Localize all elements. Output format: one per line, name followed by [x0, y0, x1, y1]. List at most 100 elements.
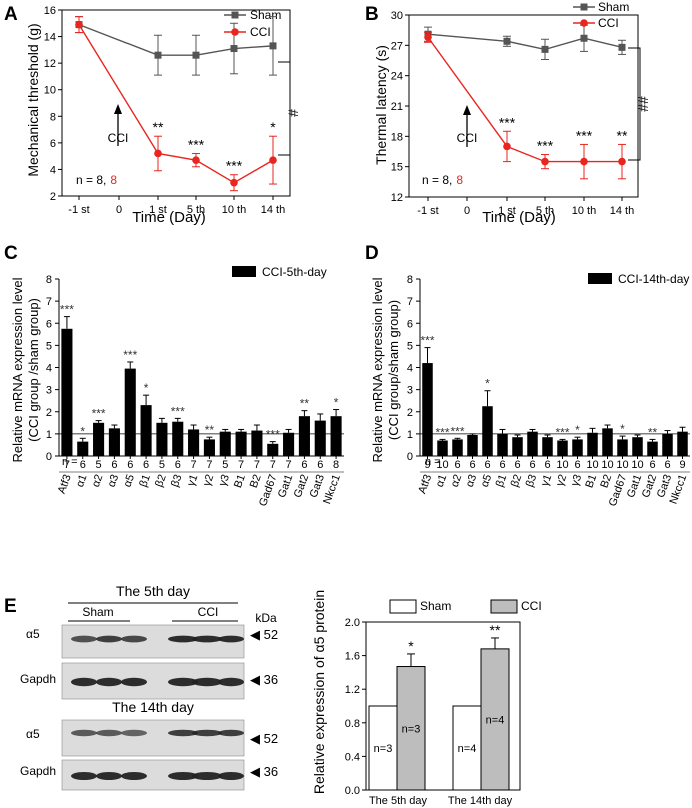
bar: [557, 440, 568, 456]
e-significance-mark: **: [490, 622, 501, 638]
legend-swatch: [588, 273, 612, 284]
n-value: 10: [586, 459, 598, 471]
data-point-cci: [75, 20, 83, 29]
row-label-gapdh: Gapdh: [20, 672, 56, 686]
data-point-sham: [541, 45, 549, 53]
e-legend-swatch-sham: [389, 599, 417, 614]
x-tick-label: 1 st: [498, 205, 516, 217]
e-y-tick-label: 1.2: [345, 684, 360, 696]
y-tick-label: 4: [46, 363, 52, 375]
data-point-cci: [154, 149, 162, 158]
e-y-tick-label: 0.0: [345, 785, 360, 797]
data-point-cci: [618, 157, 626, 166]
blot-band: [192, 635, 222, 643]
n-value: 8: [333, 459, 339, 471]
significance-mark: ***: [226, 158, 243, 174]
y-tick-label: 21: [391, 101, 403, 113]
x-tick-label: 0: [464, 205, 470, 217]
n-value: 9: [679, 459, 685, 471]
panel-a: A Mechanical threshold (g) Time (Day) Sh…: [4, 4, 301, 226]
n-value: 6: [469, 459, 475, 471]
bracket-label: #: [285, 109, 301, 117]
y-tick-label: 0: [46, 451, 52, 463]
significance-mark: ***: [188, 136, 205, 152]
category-label: Atf3: [56, 473, 74, 496]
n-value: 6: [143, 459, 149, 471]
category-label: γ1: [539, 473, 554, 488]
e-plot-frame: [365, 621, 521, 791]
x-tick-label: 14 th: [261, 204, 285, 216]
blot-band: [96, 729, 122, 737]
panel-d: D Relative mRNA expression level (CCI gr…: [365, 243, 690, 508]
y-tick-label: 5: [46, 340, 52, 352]
mw-alpha5: ◀ 52: [250, 627, 278, 642]
significance-mark: ***: [555, 425, 569, 439]
e-y-axis-label: Relative expression of α5 protein: [311, 590, 327, 794]
data-point-cci: [580, 157, 588, 166]
n-label: n = 8, 8: [76, 173, 117, 187]
mw-alpha5: ◀ 52: [250, 731, 278, 746]
y-tick-label: 8: [46, 274, 52, 286]
n-value: 6: [175, 459, 181, 471]
y-tick-label: 18: [391, 131, 403, 143]
category-label: γ2: [201, 473, 216, 488]
blot-band: [121, 635, 147, 643]
y-axis-label-line2: (CCI group/sham group): [386, 300, 401, 440]
significance-mark: ***: [123, 348, 137, 362]
blot-band: [168, 729, 198, 737]
y-tick-label: 1: [407, 429, 413, 441]
legend-label: CCI-14th-day: [618, 272, 689, 286]
y-tick-label: 0: [407, 451, 413, 463]
arrowhead: ◀: [250, 764, 264, 779]
legend-cci: CCI: [598, 16, 619, 30]
category-label: α3: [464, 473, 480, 489]
panel-letter: A: [4, 4, 18, 25]
significance-mark: ***: [537, 138, 554, 154]
bar: [188, 429, 200, 456]
bar: [527, 431, 538, 456]
panel-c: C Relative mRNA expression level (CCI gr…: [4, 243, 344, 508]
y-tick-label: 2: [46, 407, 52, 419]
y-tick-label: 8: [407, 274, 413, 286]
data-point-cci: [503, 142, 511, 151]
n-value: 7: [254, 459, 260, 471]
x-tick-label: -1 st: [417, 205, 438, 217]
category-label: β3: [169, 473, 185, 489]
bar: [647, 441, 658, 456]
bar: [124, 368, 136, 456]
e-bar-cci: [396, 666, 426, 791]
bar: [437, 440, 448, 456]
significance-mark: **: [205, 423, 215, 437]
data-point-cci: [269, 156, 277, 164]
y-tick-label: 24: [391, 71, 403, 83]
blot-band: [218, 635, 244, 643]
y-tick-label: 14: [44, 32, 56, 44]
blot-band: [192, 772, 222, 780]
bar: [422, 363, 433, 456]
x-tick-label: 5 th: [536, 205, 554, 217]
data-point-sham: [580, 34, 588, 42]
y-tick-label: 30: [391, 10, 403, 22]
y-tick-label: 3: [407, 385, 413, 397]
bar: [602, 428, 613, 456]
panel-letter: C: [4, 243, 18, 264]
significance-mark: **: [648, 425, 658, 439]
category-label: γ1: [185, 473, 200, 488]
injury-arrowhead: [114, 104, 122, 114]
category-label: α1: [434, 473, 450, 489]
bar: [267, 443, 279, 456]
significance-mark: **: [617, 127, 628, 143]
category-label: α5: [479, 473, 495, 489]
n-value: 5: [96, 459, 102, 471]
bar: [235, 431, 247, 456]
significance-mark: ***: [499, 114, 516, 130]
y-tick-label: 6: [50, 138, 56, 150]
blot-band: [121, 729, 147, 737]
y-tick-label: 16: [44, 5, 56, 17]
bar: [452, 439, 463, 456]
e-legend-swatch-cci: [490, 599, 518, 614]
bar: [140, 405, 152, 456]
y-tick-label: 27: [391, 40, 403, 52]
n-value: 10: [556, 459, 568, 471]
